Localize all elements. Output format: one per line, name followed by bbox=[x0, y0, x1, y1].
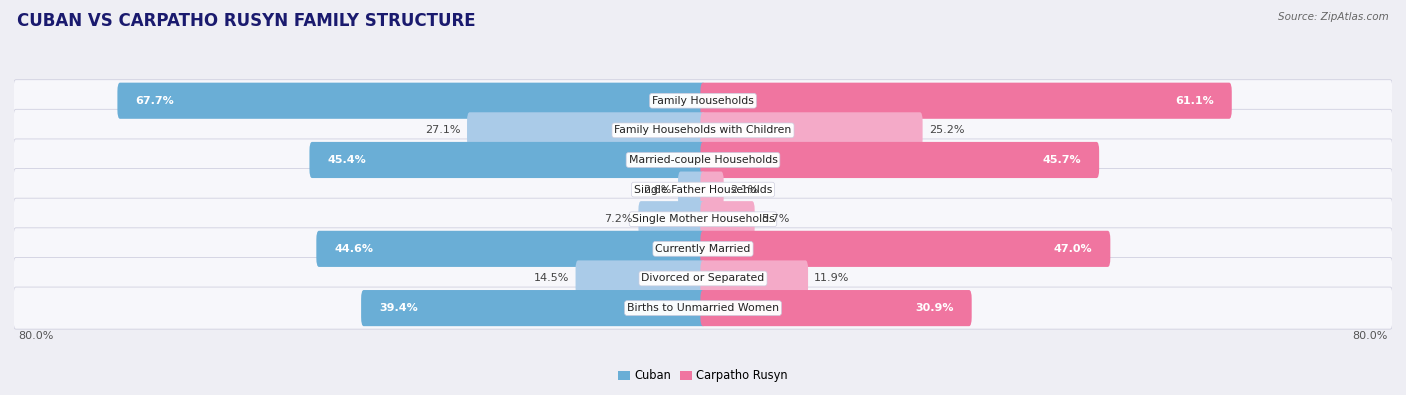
Text: 30.9%: 30.9% bbox=[915, 303, 953, 313]
Text: 47.0%: 47.0% bbox=[1053, 244, 1092, 254]
Text: 45.7%: 45.7% bbox=[1042, 155, 1081, 165]
Legend: Cuban, Carpatho Rusyn: Cuban, Carpatho Rusyn bbox=[613, 365, 793, 387]
Text: 14.5%: 14.5% bbox=[534, 273, 569, 284]
FancyBboxPatch shape bbox=[117, 83, 706, 119]
FancyBboxPatch shape bbox=[700, 290, 972, 326]
FancyBboxPatch shape bbox=[13, 258, 1393, 299]
FancyBboxPatch shape bbox=[700, 112, 922, 149]
FancyBboxPatch shape bbox=[13, 169, 1393, 211]
FancyBboxPatch shape bbox=[467, 112, 706, 149]
Text: Divorced or Separated: Divorced or Separated bbox=[641, 273, 765, 284]
FancyBboxPatch shape bbox=[700, 171, 724, 208]
Text: 80.0%: 80.0% bbox=[1353, 331, 1388, 341]
Text: Source: ZipAtlas.com: Source: ZipAtlas.com bbox=[1278, 12, 1389, 22]
FancyBboxPatch shape bbox=[13, 80, 1393, 122]
FancyBboxPatch shape bbox=[678, 171, 706, 208]
FancyBboxPatch shape bbox=[700, 142, 1099, 178]
Text: 7.2%: 7.2% bbox=[605, 214, 633, 224]
Text: 61.1%: 61.1% bbox=[1175, 96, 1213, 106]
FancyBboxPatch shape bbox=[700, 201, 755, 237]
Text: 5.7%: 5.7% bbox=[761, 214, 789, 224]
FancyBboxPatch shape bbox=[575, 260, 706, 297]
FancyBboxPatch shape bbox=[13, 287, 1393, 329]
FancyBboxPatch shape bbox=[700, 83, 1232, 119]
FancyBboxPatch shape bbox=[13, 139, 1393, 181]
FancyBboxPatch shape bbox=[13, 228, 1393, 270]
Text: 80.0%: 80.0% bbox=[18, 331, 53, 341]
FancyBboxPatch shape bbox=[700, 260, 808, 297]
Text: Single Mother Households: Single Mother Households bbox=[631, 214, 775, 224]
Text: 67.7%: 67.7% bbox=[135, 96, 174, 106]
Text: 39.4%: 39.4% bbox=[380, 303, 418, 313]
Text: 2.6%: 2.6% bbox=[644, 184, 672, 195]
Text: 27.1%: 27.1% bbox=[426, 125, 461, 135]
Text: Currently Married: Currently Married bbox=[655, 244, 751, 254]
Text: Family Households with Children: Family Households with Children bbox=[614, 125, 792, 135]
Text: Family Households: Family Households bbox=[652, 96, 754, 106]
Text: 2.1%: 2.1% bbox=[730, 184, 758, 195]
Text: Single Father Households: Single Father Households bbox=[634, 184, 772, 195]
FancyBboxPatch shape bbox=[638, 201, 706, 237]
FancyBboxPatch shape bbox=[13, 198, 1393, 240]
Text: 44.6%: 44.6% bbox=[335, 244, 374, 254]
FancyBboxPatch shape bbox=[316, 231, 706, 267]
Text: Births to Unmarried Women: Births to Unmarried Women bbox=[627, 303, 779, 313]
Text: Married-couple Households: Married-couple Households bbox=[628, 155, 778, 165]
FancyBboxPatch shape bbox=[13, 109, 1393, 151]
Text: CUBAN VS CARPATHO RUSYN FAMILY STRUCTURE: CUBAN VS CARPATHO RUSYN FAMILY STRUCTURE bbox=[17, 12, 475, 30]
Text: 11.9%: 11.9% bbox=[814, 273, 849, 284]
Text: 25.2%: 25.2% bbox=[928, 125, 965, 135]
Text: 45.4%: 45.4% bbox=[328, 155, 367, 165]
FancyBboxPatch shape bbox=[700, 231, 1111, 267]
FancyBboxPatch shape bbox=[361, 290, 706, 326]
FancyBboxPatch shape bbox=[309, 142, 706, 178]
